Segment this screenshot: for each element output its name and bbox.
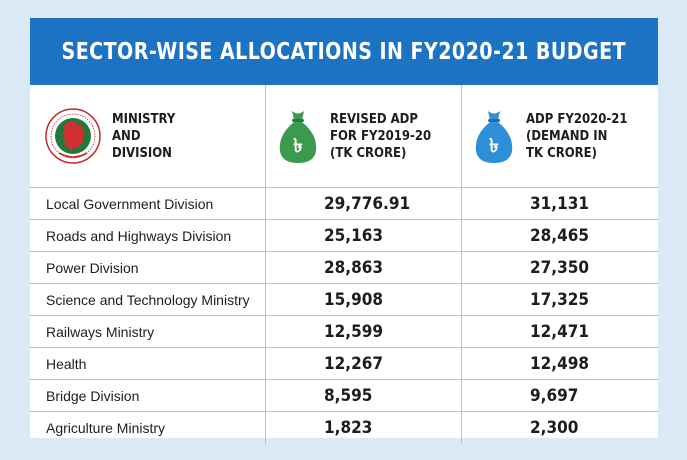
page-title: SECTOR-WISE ALLOCATIONS IN FY2020-21 BUD… bbox=[61, 38, 627, 65]
money-bag-icon: ৳ bbox=[279, 111, 317, 163]
adp-value: 9,697 bbox=[530, 385, 579, 406]
adp-value: 31,131 bbox=[530, 193, 590, 214]
allocations-table: MINISTRY AND DIVISION ৳ REVISED ADP FOR … bbox=[30, 85, 658, 444]
title-banner: SECTOR-WISE ALLOCATIONS IN FY2020-21 BUD… bbox=[30, 18, 658, 85]
revised-value: 29,776.91 bbox=[324, 193, 411, 214]
header-revised-adp: ৳ REVISED ADP FOR FY2019-20 (TK CRORE) bbox=[266, 85, 462, 187]
header-adp-label: ADP FY2020-21 (DEMAND IN TK CRORE) bbox=[526, 111, 628, 161]
table-row: Bridge Division 8,595 9,697 bbox=[30, 380, 658, 412]
header-revised-adp-label: REVISED ADP FOR FY2019-20 (TK CRORE) bbox=[330, 111, 432, 161]
adp-value: 2,300 bbox=[530, 418, 579, 438]
table-row: Health 12,267 12,498 bbox=[30, 348, 658, 380]
revised-value: 25,163 bbox=[324, 225, 384, 246]
adp-value: 27,350 bbox=[530, 257, 590, 278]
table-row: Power Division 28,863 27,350 bbox=[30, 252, 658, 284]
government-emblem-icon bbox=[45, 108, 101, 164]
table-row: Local Government Division 29,776.91 31,1… bbox=[30, 188, 658, 220]
revised-value: 1,823 bbox=[324, 418, 373, 438]
revised-value: 28,863 bbox=[324, 257, 384, 278]
table-row: Railways Ministry 12,599 12,471 bbox=[30, 316, 658, 348]
ministry-name: Local Government Division bbox=[46, 195, 214, 212]
taka-symbol: ৳ bbox=[489, 135, 498, 157]
taka-symbol: ৳ bbox=[293, 135, 302, 157]
money-bag-icon: ৳ bbox=[475, 111, 513, 163]
revised-value: 12,599 bbox=[324, 321, 384, 342]
ministry-name: Bridge Division bbox=[46, 387, 140, 404]
adp-value: 28,465 bbox=[530, 225, 590, 246]
table-row: Science and Technology Ministry 15,908 1… bbox=[30, 284, 658, 316]
ministry-name: Health bbox=[46, 355, 87, 372]
ministry-name: Science and Technology Ministry bbox=[46, 291, 250, 308]
ministry-name: Power Division bbox=[46, 259, 139, 276]
header-adp: ৳ ADP FY2020-21 (DEMAND IN TK CRORE) bbox=[462, 85, 658, 187]
infographic-card: SECTOR-WISE ALLOCATIONS IN FY2020-21 BUD… bbox=[30, 18, 658, 444]
adp-value: 17,325 bbox=[530, 289, 590, 310]
header-ministry-label: MINISTRY AND DIVISION bbox=[112, 111, 176, 161]
table-row: Agriculture Ministry 1,823 2,300 bbox=[30, 412, 658, 444]
table-row: Roads and Highways Division 25,163 28,46… bbox=[30, 220, 658, 252]
ministry-name: Roads and Highways Division bbox=[46, 227, 232, 244]
header-ministry: MINISTRY AND DIVISION bbox=[30, 85, 266, 187]
ministry-name: Agriculture Ministry bbox=[46, 420, 166, 436]
adp-value: 12,498 bbox=[530, 353, 590, 374]
table-header: MINISTRY AND DIVISION ৳ REVISED ADP FOR … bbox=[30, 85, 658, 188]
revised-value: 15,908 bbox=[324, 289, 384, 310]
revised-value: 8,595 bbox=[324, 385, 373, 406]
revised-value: 12,267 bbox=[324, 353, 384, 374]
ministry-name: Railways Ministry bbox=[46, 323, 155, 340]
adp-value: 12,471 bbox=[530, 321, 590, 342]
